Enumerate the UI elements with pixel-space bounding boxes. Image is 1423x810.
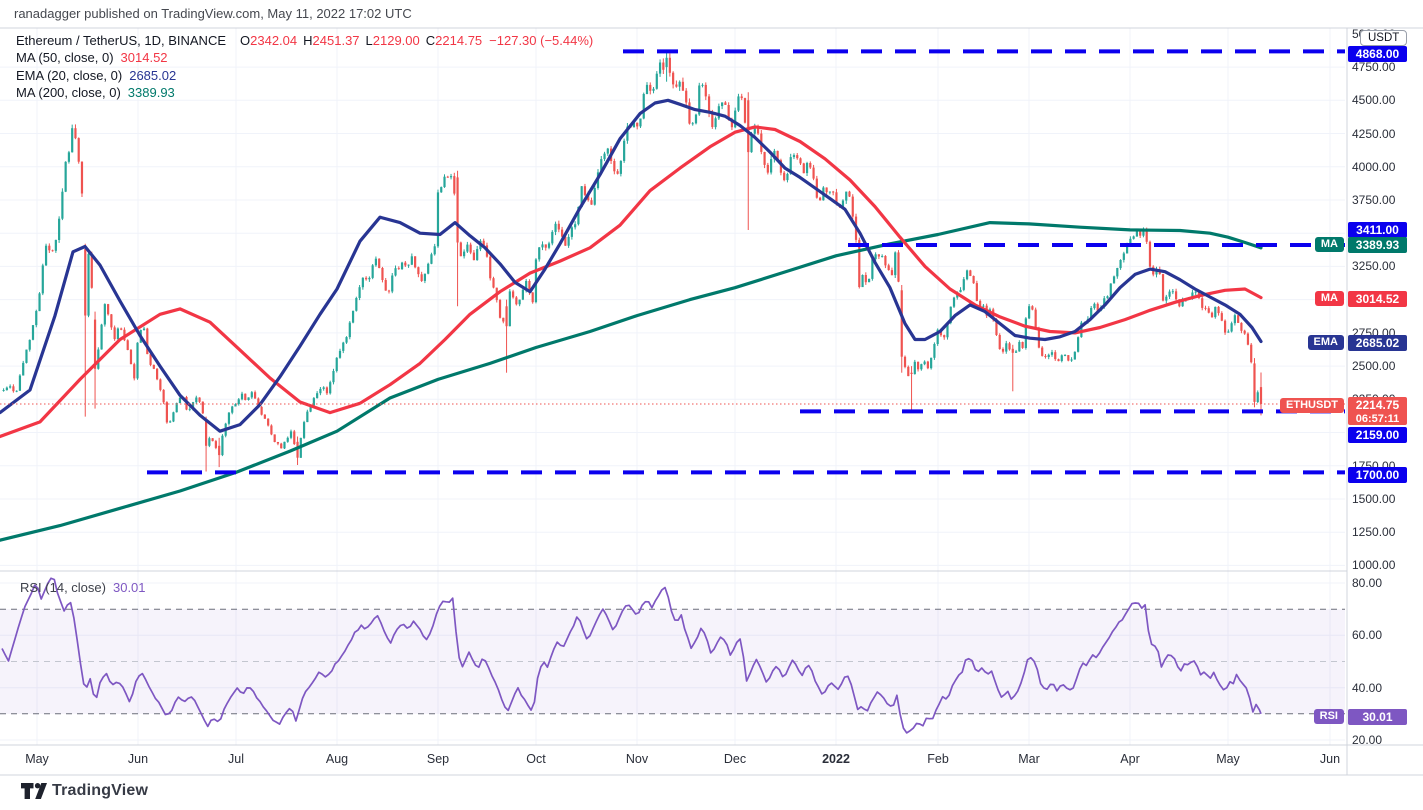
rsi-tick: 60.00	[1352, 628, 1383, 643]
axis-price-label: 3389.93	[1348, 237, 1407, 253]
change-value: −127.30 (−5.44%)	[489, 33, 594, 48]
currency-tooltip: USDT	[1360, 30, 1408, 46]
ma200-value: 3389.93	[127, 85, 175, 101]
price-tick: 4500.00	[1352, 93, 1396, 108]
axis-price-label: 1700.00	[1348, 467, 1407, 483]
price-tick: 4000.00	[1352, 159, 1396, 174]
time-tick-label: Nov	[625, 752, 649, 766]
axis-price-label: 4868.00	[1348, 46, 1407, 62]
time-tick-label: Sep	[426, 752, 450, 766]
rsi-tick: 40.00	[1352, 680, 1383, 695]
time-tick-label: Jun	[1319, 752, 1341, 766]
time-tick-label: Dec	[723, 752, 747, 766]
low-label: L	[365, 33, 373, 48]
time-tick-label: Jun	[127, 752, 149, 766]
axis-price-label: 2685.02	[1348, 335, 1407, 351]
series-pill: ETHUSDT	[1280, 398, 1344, 413]
time-tick-label: Feb	[927, 752, 949, 766]
high-value: 2451.37	[312, 33, 360, 48]
ma200-legend-row[interactable]: MA (200, close, 0) 3389.93	[16, 85, 593, 102]
open-value: 2342.04	[250, 33, 298, 48]
price-tick: 4250.00	[1352, 126, 1396, 141]
time-tick-label: Jul	[228, 752, 244, 766]
time-tick-label: 2022	[822, 752, 850, 766]
price-tick: 3250.00	[1352, 259, 1396, 274]
ema20-legend-row[interactable]: EMA (20, close, 0) 2685.02	[16, 68, 593, 85]
axis-price-label: 3411.00	[1348, 222, 1407, 238]
time-tick-label: May	[25, 752, 49, 766]
symbol-row[interactable]: Ethereum / TetherUS, 1D, BINANCE O2342.04…	[16, 33, 593, 50]
high-label: H	[303, 33, 313, 48]
published-line: ranadagger published on TradingView.com,…	[14, 6, 412, 21]
ma50-label: MA (50, close, 0)	[16, 50, 114, 66]
low-value: 2129.00	[372, 33, 420, 48]
ma50-legend-row[interactable]: MA (50, close, 0) 3014.52	[16, 50, 593, 67]
ma200-label: MA (200, close, 0)	[16, 85, 121, 101]
axis-price-label: 30.01	[1348, 709, 1407, 725]
price-tick: 1500.00	[1352, 491, 1396, 506]
series-pill: MA	[1314, 291, 1344, 306]
chart-legend: Ethereum / TetherUS, 1D, BINANCE O2342.04…	[16, 33, 593, 103]
series-pill: EMA	[1307, 335, 1344, 350]
symbol-title[interactable]: Ethereum / TetherUS, 1D, BINANCE	[16, 33, 227, 48]
axis-price-label: 2159.00	[1348, 427, 1407, 443]
brand-text[interactable]: TradingView	[52, 782, 149, 799]
ema20-value: 2685.02	[129, 67, 177, 83]
price-tick: 4750.00	[1352, 60, 1396, 75]
open-label: O	[240, 33, 251, 48]
price-tick: 1000.00	[1352, 558, 1396, 573]
close-label: C	[425, 33, 436, 48]
price-tick: 2500.00	[1352, 359, 1396, 374]
time-tick-label: Aug	[325, 752, 349, 766]
time-axis[interactable]	[0, 745, 1347, 775]
price-tick: 3750.00	[1352, 192, 1396, 207]
ema20-label: EMA (20, close, 0)	[16, 67, 123, 83]
rsi-legend-row[interactable]: RSI (14, close) 30.01	[20, 580, 146, 597]
series-pill: RSI	[1313, 709, 1344, 724]
series-pill: MA	[1314, 237, 1344, 252]
last-price-label: 2214.75 06:57:11	[1348, 397, 1407, 425]
rsi-tick: 20.00	[1352, 733, 1383, 747]
ma50-value: 3014.52	[120, 50, 168, 66]
rsi-tick: 80.00	[1352, 576, 1383, 590]
rsi-value: 30.01	[112, 580, 146, 595]
time-tick-label: Apr	[1120, 752, 1140, 766]
price-tick: 1250.00	[1352, 525, 1396, 540]
rsi-label: RSI (14, close)	[20, 580, 106, 595]
time-tick-label: May	[1216, 752, 1240, 766]
time-tick-label: Mar	[1018, 752, 1040, 766]
close-value: 2214.75	[435, 33, 483, 48]
tradingview-logo-icon[interactable]	[21, 783, 47, 799]
time-tick-label: Oct	[526, 752, 546, 766]
axis-price-label: 3014.52	[1348, 291, 1407, 307]
